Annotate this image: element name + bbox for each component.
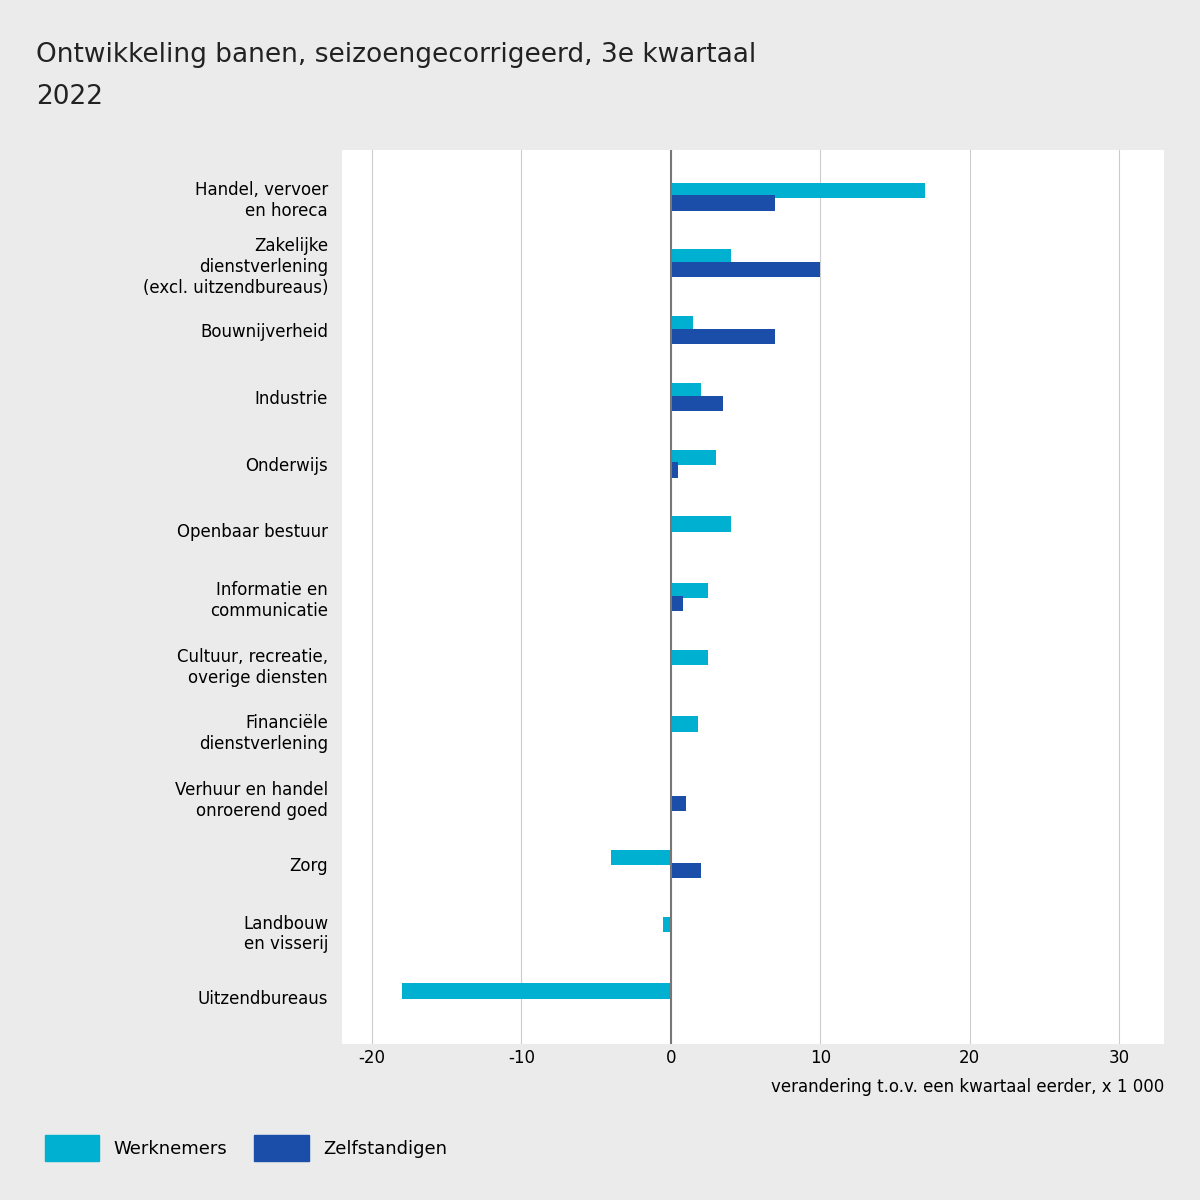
Bar (671, 583, 708, 599)
Legend: Werknemers, Zelfstandigen: Werknemers, Zelfstandigen (46, 1135, 448, 1160)
Bar (671, 595, 683, 611)
Bar (671, 383, 701, 398)
Bar (671, 196, 775, 211)
Bar (671, 516, 731, 532)
Bar (664, 917, 671, 932)
Bar (671, 396, 724, 410)
Bar (671, 182, 925, 198)
Bar (671, 863, 701, 878)
Bar (671, 716, 697, 732)
X-axis label: verandering t.o.v. een kwartaal eerder, x 1 000: verandering t.o.v. een kwartaal eerder, … (770, 1078, 1164, 1096)
Bar (611, 850, 671, 865)
Bar (402, 983, 671, 998)
Bar (671, 316, 694, 331)
Bar (671, 649, 708, 665)
Bar (671, 262, 821, 277)
Bar (671, 329, 775, 344)
Text: 2022: 2022 (36, 84, 103, 110)
Text: Ontwikkeling banen, seizoengecorrigeerd, 3e kwartaal: Ontwikkeling banen, seizoengecorrigeerd,… (36, 42, 756, 68)
Bar (671, 450, 715, 464)
Bar (671, 462, 678, 478)
Bar (671, 796, 685, 811)
Bar (671, 250, 731, 265)
